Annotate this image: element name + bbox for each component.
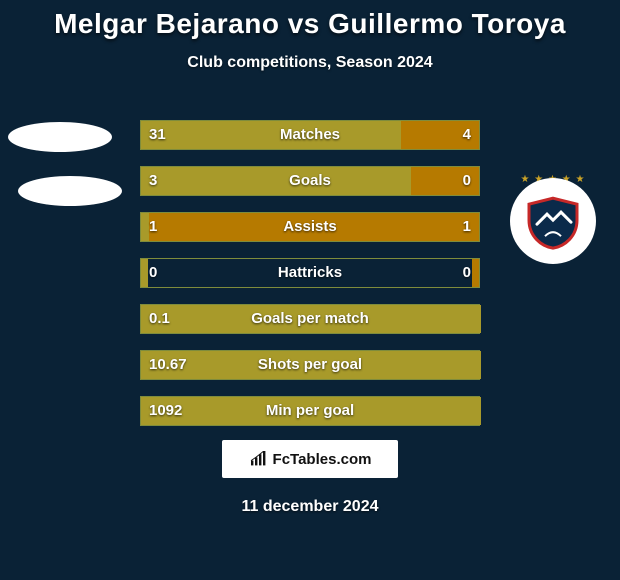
stat-row: 10.67Shots per goal	[0, 350, 620, 380]
brand-chart-icon	[249, 451, 269, 467]
brand-badge: FcTables.com	[222, 440, 398, 478]
stat-track: 00Hattricks	[140, 258, 480, 288]
page-title: Melgar Bejarano vs Guillermo Toroya	[0, 0, 620, 40]
stat-row: 0.1Goals per match	[0, 304, 620, 334]
stat-label: Goals	[141, 167, 479, 195]
stats-rows-container: 314Matches 30Goals 11Assists 00Hattricks 0.1…	[0, 120, 620, 442]
stat-row: 314Matches	[0, 120, 620, 150]
subtitle: Club competitions, Season 2024	[0, 54, 620, 72]
stat-row: 00Hattricks	[0, 258, 620, 288]
stat-label: Shots per goal	[141, 351, 479, 379]
stat-label: Goals per match	[141, 305, 479, 333]
stat-label: Assists	[141, 213, 479, 241]
date-text: 11 december 2024	[0, 498, 620, 516]
stat-label: Hattricks	[141, 259, 479, 287]
stat-label: Min per goal	[141, 397, 479, 425]
stat-row: 11Assists	[0, 212, 620, 242]
brand-text: FcTables.com	[273, 451, 372, 468]
stat-track: 314Matches	[140, 120, 480, 150]
stat-track: 1092Min per goal	[140, 396, 480, 426]
stat-label: Matches	[141, 121, 479, 149]
stat-row: 30Goals	[0, 166, 620, 196]
stat-track: 11Assists	[140, 212, 480, 242]
stat-track: 0.1Goals per match	[140, 304, 480, 334]
stat-row: 1092Min per goal	[0, 396, 620, 426]
stat-track: 30Goals	[140, 166, 480, 196]
stat-track: 10.67Shots per goal	[140, 350, 480, 380]
